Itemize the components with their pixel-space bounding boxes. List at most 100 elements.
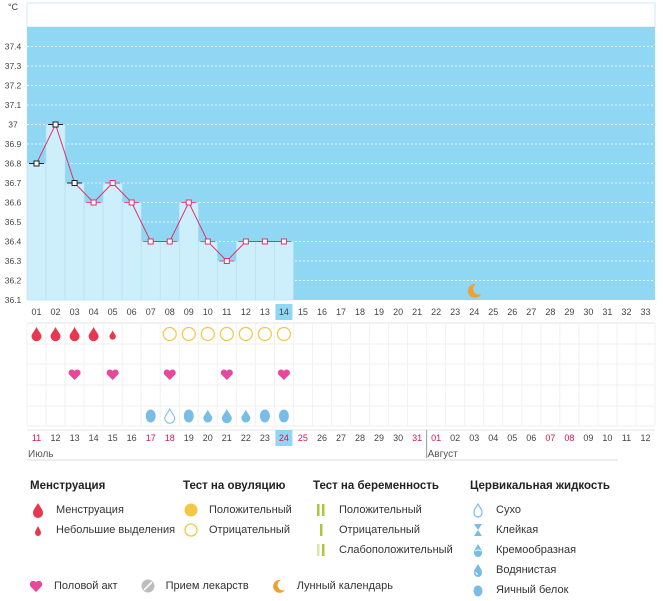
cervical-creamy-icon <box>221 409 232 424</box>
cervical-watery-icon <box>241 409 251 423</box>
legend-ovulation: Тест на овуляцию Положительный Отрицател… <box>183 480 292 540</box>
drop-small-icon <box>30 522 50 538</box>
date-label: 15 <box>108 433 118 443</box>
temp-column <box>236 241 256 301</box>
y-tick-label: 36.8 <box>5 159 22 169</box>
cycle-day-label: 30 <box>583 307 593 317</box>
temp-point <box>128 199 135 206</box>
menstruation-drop-icon <box>88 327 99 342</box>
y-tick-label: 36.2 <box>5 276 22 286</box>
date-label: 13 <box>70 433 80 443</box>
two-lines-icon <box>313 502 333 518</box>
ovulation-negative-icon <box>276 326 292 342</box>
temp-column <box>274 241 294 301</box>
legend-label: Отрицательный <box>209 524 290 536</box>
ovulation-negative-icon <box>200 326 215 342</box>
cycle-day-label: 19 <box>374 307 384 317</box>
cycle-day-label: 25 <box>488 307 498 317</box>
cycle-day-label: 06 <box>127 307 137 317</box>
temp-column <box>64 182 85 301</box>
legend-label: Водянистая <box>496 564 557 576</box>
date-label: 04 <box>488 433 498 443</box>
temperature-line <box>36 123 284 262</box>
legend-item: Небольшие выделения <box>30 520 175 540</box>
y-tick-label: 36.5 <box>5 217 22 227</box>
cycle-day-label: 05 <box>108 307 118 317</box>
y-tick-label: 36.9 <box>5 139 22 149</box>
cycle-day-label: 26 <box>507 307 517 317</box>
y-tick-label: 36.3 <box>5 256 22 266</box>
legend-label: Менструация <box>56 504 124 516</box>
temp-point <box>242 238 249 245</box>
date-label: 23 <box>260 433 270 443</box>
legend-bottom: Половой акт Прием лекарств Лунный календ… <box>28 578 415 594</box>
moon-icon <box>271 578 291 594</box>
legend-label: Положительный <box>339 504 422 516</box>
legend-item: Отрицательный <box>313 520 453 540</box>
cycle-day-label: 11 <box>222 307 231 317</box>
y-tick-label: 37.3 <box>5 61 22 71</box>
legend-item: Клейкая <box>470 520 610 540</box>
date-label: 08 <box>564 433 574 443</box>
y-tick-label: 37.2 <box>5 81 22 91</box>
bbt-chart: °C 37.4 37.3 37.2 37.1 37 36.9 36.8 36.7 36.6 36.5… <box>5 2 656 461</box>
cycle-day-label: 32 <box>621 307 631 317</box>
date-label: 03 <box>469 433 479 443</box>
cycle-day-label: 10 <box>203 307 213 317</box>
legend-label: Сухо <box>496 504 521 516</box>
cycle-day-label: 08 <box>165 307 175 317</box>
legend-item: Половой акт <box>28 578 118 594</box>
legend-item: Положительный <box>313 500 453 520</box>
date-label: 18 <box>165 433 175 443</box>
legend-cervical-title: Цервикальная жидкость <box>470 480 610 492</box>
cycle-day-label: 20 <box>393 307 403 317</box>
date-label: 11 <box>32 433 41 443</box>
y-tick-label: 37.1 <box>5 100 22 110</box>
legend-label: Яичный белок <box>496 584 569 596</box>
today-date-highlight <box>275 430 293 446</box>
legend-item: Кремообразная <box>470 540 610 560</box>
temp-column <box>83 202 104 301</box>
legend-menstruation-title: Менструация <box>30 480 106 492</box>
cycle-day-label: 02 <box>51 307 61 317</box>
cycle-day-label: 31 <box>602 307 612 317</box>
drop-creamy-icon <box>470 542 490 558</box>
unit-label: °C <box>8 2 19 12</box>
cycle-day-label: 01 <box>32 307 42 317</box>
y-tick-label: 36.6 <box>5 198 22 208</box>
y-tick-label: 37.4 <box>5 42 22 52</box>
date-label: 12 <box>51 433 61 443</box>
cycle-day-label: 23 <box>450 307 460 317</box>
cycle-day-label: 21 <box>412 307 422 317</box>
menstruation-drop-icon <box>50 327 61 342</box>
temp-point <box>71 180 78 186</box>
cycle-day-label: 28 <box>545 307 555 317</box>
legend-item: Отрицательный <box>183 520 292 540</box>
legend-item: Водянистая <box>470 560 610 580</box>
date-label: 31 <box>412 433 422 443</box>
legend-ovulation-title: Тест на овуляцию <box>183 480 286 492</box>
legend-item: Менструация <box>30 500 175 520</box>
cycle-day-label: 24 <box>469 307 479 317</box>
legend-label: Клейкая <box>496 524 539 536</box>
temp-column <box>102 182 123 301</box>
legend-item: Слабоположительный <box>313 540 453 560</box>
y-tick-label: 36.7 <box>5 178 22 188</box>
legend-label: Положительный <box>209 504 292 516</box>
y-tick-label: 37 <box>8 120 18 130</box>
cycle-day-label: 12 <box>241 307 251 317</box>
date-label: 25 <box>298 433 308 443</box>
date-label: 10 <box>602 433 612 443</box>
temp-point <box>90 199 97 206</box>
date-label: 02 <box>450 433 460 443</box>
date-label: 06 <box>526 433 536 443</box>
date-label: 22 <box>241 433 251 443</box>
menstruation-drop-icon <box>31 327 42 342</box>
temp-point <box>261 238 268 245</box>
temp-point <box>147 238 154 245</box>
date-label: 11 <box>622 433 631 443</box>
date-label: 12 <box>640 433 650 443</box>
cycle-day-label: 17 <box>336 307 346 317</box>
legend-pregnancy: Тест на беременность Положительный Отриц… <box>313 480 453 560</box>
moon-icon <box>467 283 482 298</box>
